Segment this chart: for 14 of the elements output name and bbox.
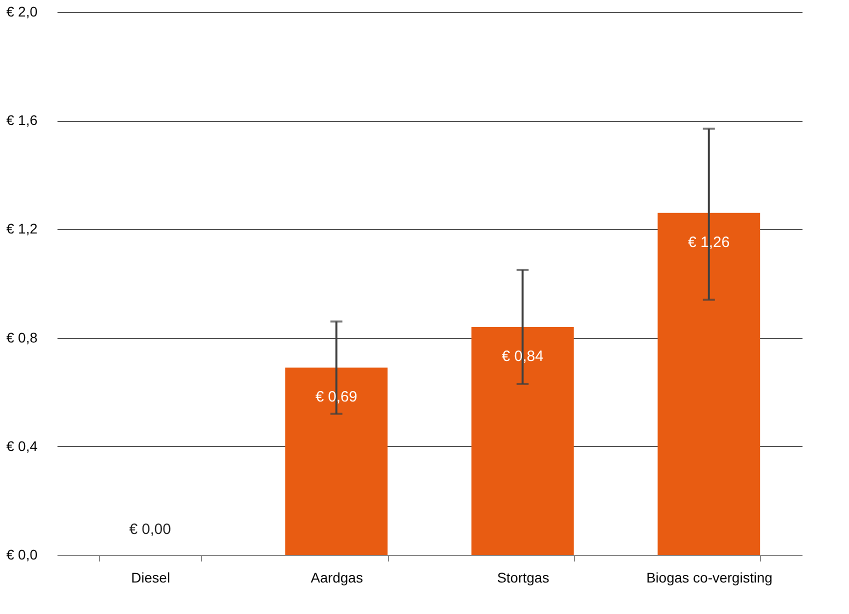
y-tick-label: € 0,0 <box>6 546 38 562</box>
x-tick-label: Diesel <box>131 570 170 586</box>
x-tick-label: Aardgas <box>310 570 363 586</box>
y-tick-label: € 1,2 <box>6 220 38 237</box>
bar <box>285 368 388 555</box>
y-tick-label: € 2,0 <box>6 4 38 20</box>
y-tick-label: € 0,4 <box>6 438 38 454</box>
x-tick-label: Stortgas <box>497 570 550 586</box>
bar <box>471 326 574 555</box>
x-tick-label: Biogas co-vergisting <box>646 570 772 586</box>
bar <box>658 212 760 555</box>
data-label: € 0,00 <box>129 521 171 538</box>
y-tick-label: € 0,8 <box>6 329 38 346</box>
y-tick-label: € 1,6 <box>6 112 38 128</box>
